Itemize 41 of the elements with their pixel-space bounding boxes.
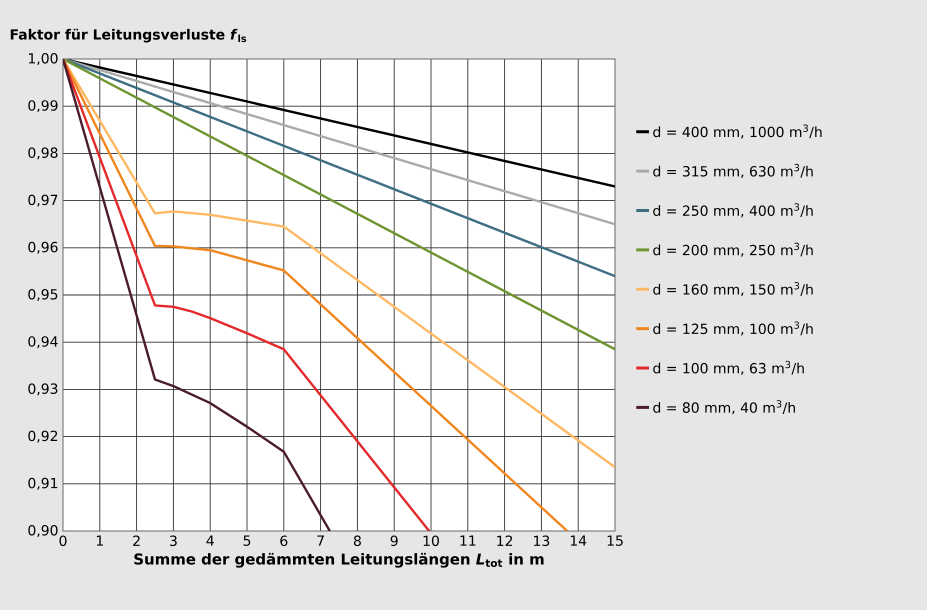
line-series bbox=[63, 58, 568, 531]
x-tick-label: 0 bbox=[59, 536, 67, 546]
x-tick-label: 3 bbox=[170, 536, 177, 546]
x-tick-label: 6 bbox=[280, 536, 288, 546]
legend-label: d = 80 mm, 40 m$^{3}$/h bbox=[653, 400, 795, 414]
x-tick-label: 8 bbox=[354, 536, 361, 546]
line-series bbox=[63, 58, 430, 531]
legend-label: d = 100 mm, 63 m$^{3}$/h bbox=[653, 360, 804, 375]
legend-label: d = 250 mm, 400 m$^{3}$/h bbox=[653, 203, 813, 218]
legend-label: d = 160 mm, 150 m$^{3}$/h bbox=[653, 282, 813, 296]
legend-label: d = 400 mm, 1000 m$^{3}$/h bbox=[653, 124, 822, 139]
x-tick-label: 7 bbox=[317, 536, 324, 546]
y-tick-label: 0,94 bbox=[28, 336, 58, 348]
y-tick-label: 0,93 bbox=[28, 383, 58, 396]
x-tick-label: 9 bbox=[390, 536, 398, 546]
x-tick-label: 11 bbox=[460, 536, 476, 546]
y-tick-label: 0,91 bbox=[28, 478, 58, 490]
y-tick-label: 0,97 bbox=[28, 194, 58, 207]
legend-label: d = 315 mm, 630 m$^{3}$/h bbox=[653, 164, 813, 178]
y-tick-label: 0,95 bbox=[28, 289, 58, 301]
x-tick-label: 12 bbox=[497, 536, 512, 546]
x-tick-label: 4 bbox=[206, 536, 214, 546]
x-tick-label: 14 bbox=[570, 536, 586, 546]
y-tick-label: 0,92 bbox=[28, 430, 58, 443]
legend-label: d = 200 mm, 250 m$^{3}$/h bbox=[653, 242, 813, 257]
x-tick-label: 1 bbox=[96, 536, 103, 546]
x-tick-label: 2 bbox=[133, 536, 140, 546]
line-series bbox=[63, 58, 616, 468]
y-tick-label: 1,00 bbox=[28, 53, 58, 65]
x-tick-label: 15 bbox=[608, 536, 623, 546]
chart-title: Faktor für Leitungsverluste f$_{ls}$ bbox=[10, 28, 246, 43]
x-axis-title: Summe der gedämmten Leitungslängen L$_{tot}$ in m bbox=[134, 552, 544, 568]
line-series bbox=[63, 58, 331, 531]
legend-label: d = 125 mm, 100 m$^{3}$/h bbox=[653, 321, 813, 336]
x-tick-label: 10 bbox=[424, 536, 439, 546]
x-tick-label: 13 bbox=[534, 536, 550, 546]
y-tick-label: 0,99 bbox=[28, 100, 58, 112]
y-tick-label: 0,90 bbox=[28, 525, 58, 537]
x-tick-label: 5 bbox=[244, 536, 250, 546]
y-tick-label: 0,98 bbox=[28, 147, 58, 160]
y-tick-label: 0,96 bbox=[28, 242, 58, 254]
